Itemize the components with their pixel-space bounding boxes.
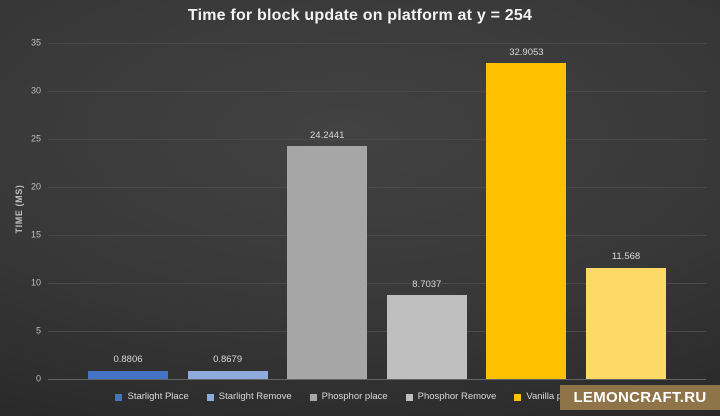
gridline-25: [48, 138, 706, 140]
y-tick-label-10: 10: [30, 277, 41, 288]
chart-title: Time for block update on platform at y =…: [187, 7, 533, 24]
legend-swatch-icon: [309, 393, 317, 401]
y-tick-label-25: 25: [30, 133, 41, 144]
gridline-20: [48, 186, 706, 188]
plot-area: 0 5 10 15 20 25 30 35 0.8806 0.8679 24.2441 8.7037 3…: [31, 38, 706, 383]
legend-swatch-icon: [405, 393, 413, 401]
y-tick-label-35: 35: [30, 37, 41, 48]
legend-swatch-icon: [206, 393, 214, 401]
y-tick-label-5: 5: [35, 325, 41, 336]
legend-swatch-icon: [514, 393, 522, 401]
bar-value-label: 0.8806: [113, 354, 143, 366]
legend-swatch-icon: [115, 393, 123, 401]
legend-item-2: Starlight Remove: [206, 391, 292, 403]
gridline-15: [48, 234, 706, 236]
y-tick-label-20: 20: [30, 181, 41, 192]
y-tick-label-15: 15: [30, 229, 41, 240]
bar-vanilla-place: [486, 63, 567, 379]
bar-value-label: 0.8679: [213, 354, 243, 366]
gridline-30: [48, 90, 706, 92]
legend-item-5: Vanilla place: [514, 391, 580, 403]
bar-value-label: 8.7037: [412, 278, 442, 290]
bar-value-label: 24.2441: [310, 129, 345, 141]
y-tick-label-30: 30: [30, 85, 41, 96]
watermark-lemoncraft: LEMONCRAFT.RU: [560, 385, 720, 410]
legend-item-1: Starlight Place: [115, 391, 189, 403]
bar-value-label: 11.568: [611, 251, 641, 263]
y-tick-label-0: 0: [35, 373, 41, 384]
legend-label: Phosphor place: [321, 391, 388, 403]
y-axis-title: TIME (MS): [14, 184, 24, 234]
legend-item-3: Phosphor place: [309, 391, 388, 403]
bar-starlight-place: [88, 370, 168, 379]
legend-item-4: Phosphor Remove: [405, 391, 497, 403]
gridline-5: [48, 330, 706, 332]
gridline-0: [48, 378, 706, 380]
legend-label: Starlight Place: [127, 391, 189, 403]
bar-value-label: 32.9053: [509, 46, 544, 58]
bar-series-6: [586, 267, 666, 379]
gridline-35: [48, 42, 706, 44]
legend-label: Starlight Remove: [218, 391, 292, 403]
legend-label: Vanilla place: [526, 391, 580, 403]
gridline-10: [48, 282, 706, 284]
bar-phosphor-remove: [386, 295, 467, 379]
bar-starlight-remove: [187, 370, 268, 379]
legend-label: Phosphor Remove: [417, 391, 497, 403]
bar-phosphor-place: [287, 146, 368, 379]
